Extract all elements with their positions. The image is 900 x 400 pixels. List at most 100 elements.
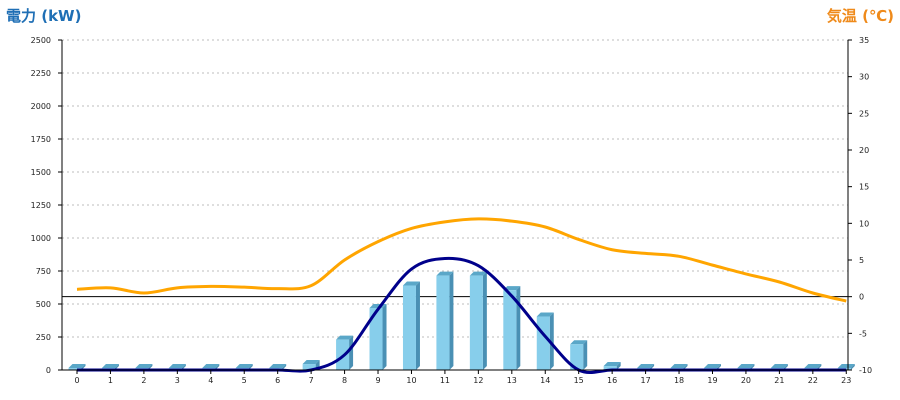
x-tick-label-3: 3: [175, 376, 180, 385]
bar-10: [402, 281, 420, 370]
bar-top: [770, 364, 788, 369]
bar-side: [482, 271, 487, 370]
x-tick-label-19: 19: [707, 376, 717, 385]
bar-12: [469, 271, 487, 370]
x-tick-label-1: 1: [108, 376, 113, 385]
left-tick-label-250: 250: [36, 333, 51, 342]
bar-front: [302, 364, 316, 370]
x-tick-label-17: 17: [641, 376, 651, 385]
right-tick-label-5: 5: [859, 256, 864, 265]
left-tick-label-1000: 1000: [31, 234, 51, 243]
x-tick-label-13: 13: [507, 376, 517, 385]
bar-top: [302, 360, 320, 365]
bar-9: [369, 303, 387, 370]
bar-16: [603, 362, 621, 370]
bar-front: [469, 275, 483, 370]
right-axis-label: 気温 (℃): [827, 7, 894, 25]
bar-top: [737, 364, 755, 369]
x-tick-label-11: 11: [440, 376, 450, 385]
bar-top: [570, 340, 588, 345]
right-tick-label-15: 15: [859, 183, 869, 192]
bar-front: [603, 366, 617, 370]
bar-top: [469, 271, 487, 276]
bar-front: [570, 344, 584, 370]
bar-top: [703, 364, 721, 369]
x-tick-label-7: 7: [309, 376, 314, 385]
x-tick-label-21: 21: [774, 376, 784, 385]
bar-top: [68, 364, 86, 369]
bar-front: [402, 285, 416, 370]
bar-top: [402, 281, 420, 286]
bar-top: [235, 364, 253, 369]
bar-side: [415, 281, 420, 370]
bar-front: [436, 275, 450, 370]
bar-side: [516, 286, 521, 370]
bar-front: [68, 368, 82, 370]
gridlines: [62, 39, 848, 338]
x-tick-label-22: 22: [808, 376, 818, 385]
bar-front: [369, 307, 383, 370]
bar-top: [336, 335, 354, 340]
right-tick-label--5: -5: [859, 329, 867, 338]
bar-top: [202, 364, 220, 369]
bar-side: [349, 335, 354, 370]
x-tick-label-9: 9: [375, 376, 380, 385]
x-tick-label-4: 4: [208, 376, 213, 385]
bar-top: [637, 364, 655, 369]
bar-side: [449, 271, 454, 370]
line-series: [76, 217, 847, 374]
bar-top: [269, 364, 287, 369]
bar-top: [101, 364, 119, 369]
tick-labels: 02505007501000125015001750200022502500-1…: [31, 36, 872, 385]
x-tick-label-10: 10: [406, 376, 416, 385]
right-tick-label--10: -10: [859, 366, 872, 375]
bar-side: [583, 340, 588, 370]
bar-side: [282, 364, 287, 370]
x-tick-label-5: 5: [242, 376, 247, 385]
x-tick-label-0: 0: [74, 376, 79, 385]
bar-top: [503, 286, 521, 291]
left-tick-label-1250: 1250: [31, 201, 51, 210]
line-series-1: [76, 217, 847, 303]
left-tick-label-750: 750: [36, 267, 51, 276]
left-tick-label-0: 0: [46, 366, 51, 375]
x-tick-label-2: 2: [141, 376, 146, 385]
bar-side: [549, 312, 554, 370]
right-tick-label-30: 30: [859, 73, 869, 82]
left-tick-label-2250: 2250: [31, 69, 51, 78]
left-tick-label-1750: 1750: [31, 135, 51, 144]
right-tick-label-20: 20: [859, 146, 869, 155]
bar-front: [503, 290, 517, 370]
bar-top: [536, 312, 554, 317]
right-tick-label-25: 25: [859, 109, 869, 118]
bar-15: [570, 340, 588, 370]
right-tick-label-0: 0: [859, 293, 864, 302]
x-tick-label-6: 6: [275, 376, 280, 385]
x-tick-label-12: 12: [473, 376, 483, 385]
axes: [58, 39, 852, 374]
bar-11: [436, 271, 454, 370]
bar-side: [382, 303, 387, 370]
left-tick-label-2000: 2000: [31, 102, 51, 111]
x-tick-label-18: 18: [674, 376, 684, 385]
bar-top: [603, 362, 621, 367]
bar-top: [804, 364, 822, 369]
bar-13: [503, 286, 521, 370]
x-tick-label-14: 14: [540, 376, 550, 385]
bar-top: [837, 364, 855, 369]
bar-top: [135, 364, 153, 369]
right-tick-label-35: 35: [859, 36, 869, 45]
line-series-0: [76, 256, 847, 374]
x-tick-label-16: 16: [607, 376, 617, 385]
bar-top: [436, 271, 454, 276]
left-tick-label-500: 500: [36, 300, 51, 309]
bar-side: [616, 362, 621, 370]
left-tick-label-2500: 2500: [31, 36, 51, 45]
x-tick-label-23: 23: [841, 376, 851, 385]
x-tick-label-15: 15: [574, 376, 584, 385]
x-tick-label-20: 20: [741, 376, 751, 385]
x-tick-label-8: 8: [342, 376, 347, 385]
right-tick-label-10: 10: [859, 219, 869, 228]
bar-top: [670, 364, 688, 369]
